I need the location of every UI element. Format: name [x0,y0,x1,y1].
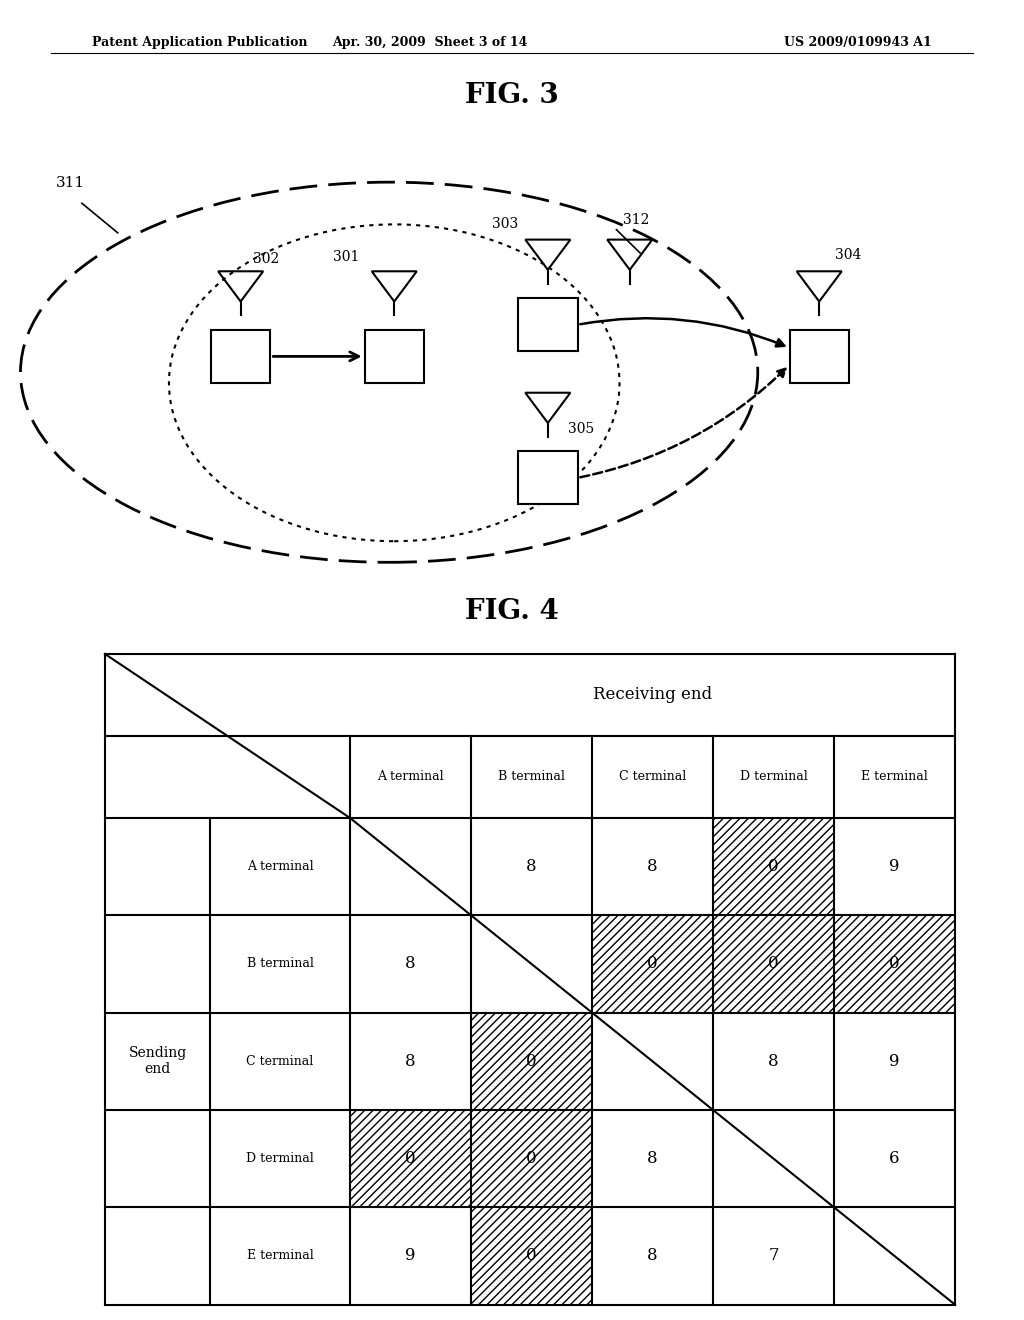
Text: 311: 311 [56,177,85,190]
Bar [518,451,578,504]
Text: FIG. 3: FIG. 3 [465,82,559,108]
Bar [365,330,424,383]
Text: 8: 8 [768,1053,779,1069]
Bar [790,330,849,383]
Text: 312: 312 [623,214,649,227]
Text: D terminal: D terminal [739,771,807,784]
Text: D terminal: D terminal [246,1152,314,1166]
Bar [350,1110,471,1208]
Text: 9: 9 [406,1247,416,1265]
Text: 8: 8 [406,956,416,973]
Text: 0: 0 [768,956,779,973]
Bar [471,1012,592,1110]
Bar [592,915,713,1012]
Text: 301: 301 [333,251,359,264]
Bar [211,330,270,383]
Text: 9: 9 [889,858,900,875]
Bar [471,1110,592,1208]
Text: C terminal: C terminal [247,1055,313,1068]
Text: Sending
end: Sending end [128,1047,186,1076]
Bar [713,915,834,1012]
Text: 7: 7 [768,1247,779,1265]
Bar [518,298,578,351]
Text: FIG. 4: FIG. 4 [465,598,559,624]
Text: Receiving end: Receiving end [593,686,712,704]
Text: 8: 8 [647,1247,657,1265]
Text: E terminal: E terminal [247,1250,313,1262]
Text: 6: 6 [889,1150,900,1167]
Text: A terminal: A terminal [377,771,443,784]
Text: 0: 0 [889,956,900,973]
Text: 8: 8 [647,858,657,875]
Bar [834,915,955,1012]
Text: 0: 0 [647,956,657,973]
Text: Patent Application Publication: Patent Application Publication [92,36,307,49]
Text: 0: 0 [526,1247,537,1265]
Text: 302: 302 [253,252,280,267]
Text: 0: 0 [526,1150,537,1167]
Text: E terminal: E terminal [861,771,928,784]
Text: 303: 303 [492,216,518,231]
Text: Apr. 30, 2009  Sheet 3 of 14: Apr. 30, 2009 Sheet 3 of 14 [333,36,527,49]
Text: 305: 305 [568,422,595,437]
Text: 0: 0 [406,1150,416,1167]
Text: 8: 8 [647,1150,657,1167]
Text: 0: 0 [526,1053,537,1069]
Text: US 2009/0109943 A1: US 2009/0109943 A1 [784,36,932,49]
Text: 304: 304 [835,248,861,263]
Text: 0: 0 [768,858,779,875]
Text: 8: 8 [526,858,537,875]
Bar [471,1208,592,1304]
Text: C terminal: C terminal [618,771,686,784]
Text: B terminal: B terminal [498,771,565,784]
Bar [713,818,834,915]
Text: A terminal: A terminal [247,861,313,873]
Text: 8: 8 [406,1053,416,1069]
Text: 9: 9 [889,1053,900,1069]
Text: B terminal: B terminal [247,957,313,970]
